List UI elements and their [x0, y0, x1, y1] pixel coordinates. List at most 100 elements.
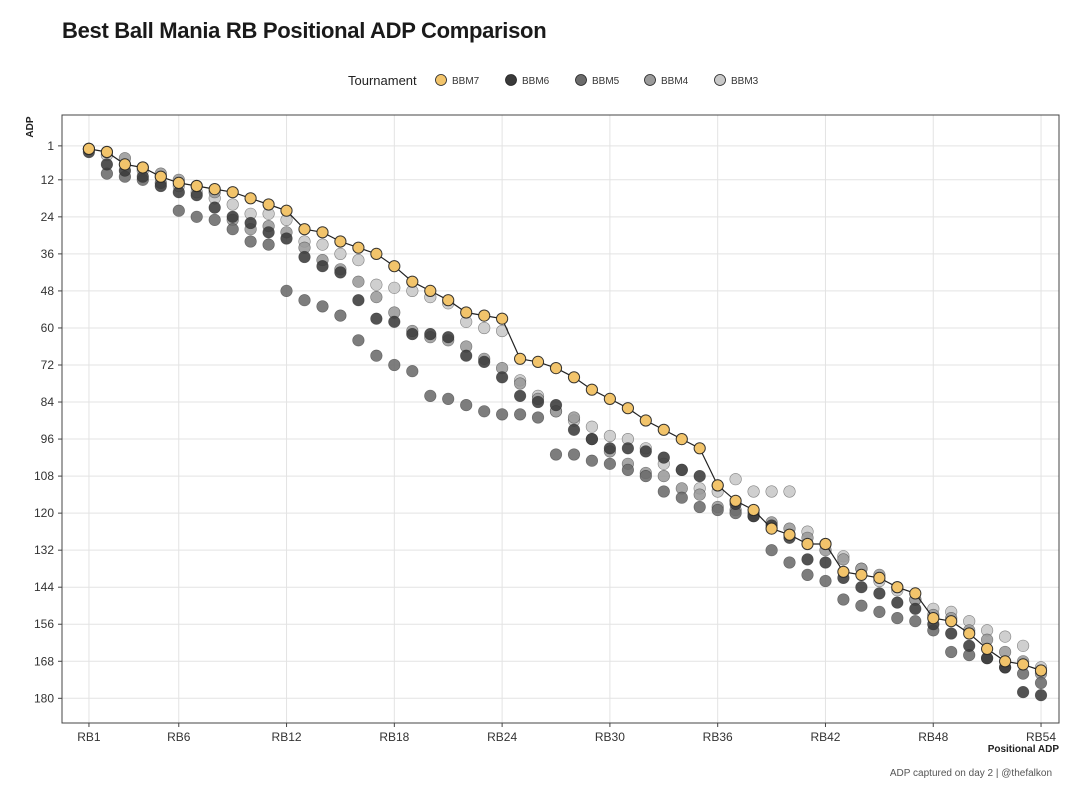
- data-point: [567, 448, 581, 461]
- data-point: [585, 420, 599, 433]
- data-point: [316, 238, 329, 251]
- x-tick-label: RB36: [703, 730, 733, 744]
- data-point: [370, 312, 383, 325]
- x-tick-label: RB6: [167, 730, 191, 744]
- data-point: [711, 503, 724, 517]
- data-point: [837, 553, 850, 566]
- data-point: [334, 309, 347, 322]
- data-point: [316, 300, 329, 313]
- y-tick-label: 96: [41, 432, 55, 446]
- data-point: [513, 389, 527, 403]
- data-point: [603, 392, 617, 405]
- data-point: [855, 599, 868, 612]
- data-point: [927, 612, 940, 625]
- data-point: [531, 411, 545, 424]
- data-point: [783, 556, 796, 569]
- data-point: [639, 414, 652, 427]
- data-point: [478, 321, 491, 335]
- data-point: [1034, 689, 1048, 702]
- data-point: [1017, 658, 1030, 671]
- data-point: [406, 275, 419, 288]
- data-point: [513, 377, 527, 390]
- data-point: [514, 352, 527, 365]
- data-point: [603, 457, 617, 470]
- data-point: [621, 402, 635, 415]
- data-point: [567, 371, 581, 384]
- data-point: [657, 451, 670, 464]
- y-tick-label: 36: [41, 247, 55, 261]
- data-point: [370, 291, 383, 304]
- data-point: [693, 500, 706, 514]
- data-point: [370, 349, 383, 362]
- data-point: [819, 556, 832, 569]
- data-point: [226, 186, 239, 199]
- data-point: [1016, 639, 1030, 652]
- data-point: [675, 463, 688, 477]
- series-layer: [82, 142, 1048, 702]
- data-point: [208, 201, 221, 214]
- data-point: [657, 485, 670, 498]
- data-point: [621, 442, 635, 455]
- data-point: [963, 639, 976, 652]
- data-point: [406, 328, 419, 341]
- data-point: [765, 522, 778, 535]
- x-tick-label: RB54: [1026, 730, 1056, 744]
- data-point: [100, 145, 114, 159]
- series-bbm6: [82, 145, 1048, 702]
- data-point: [783, 528, 796, 541]
- plot-border: [61, 114, 1060, 724]
- y-tick-label: 72: [41, 358, 55, 372]
- y-tick-label: 84: [41, 395, 55, 409]
- data-point: [891, 611, 904, 625]
- data-point: [460, 349, 473, 362]
- data-point: [388, 358, 401, 372]
- y-tick-label: 108: [34, 469, 54, 483]
- data-point: [118, 158, 132, 171]
- data-point: [657, 423, 670, 436]
- data-point: [855, 568, 868, 582]
- data-point: [603, 442, 617, 455]
- data-point: [262, 198, 275, 211]
- legend-swatch-bbm4: [644, 74, 656, 86]
- data-point: [496, 408, 509, 421]
- x-axis-title: Positional ADP: [988, 744, 1060, 755]
- data-point: [945, 615, 958, 628]
- data-point: [244, 216, 257, 230]
- legend-swatch-bbm3: [714, 74, 726, 86]
- x-tick-label: RB24: [487, 730, 517, 744]
- data-point: [549, 362, 563, 375]
- data-point: [316, 260, 329, 273]
- data-point: [298, 250, 311, 264]
- data-point: [693, 442, 706, 455]
- data-point: [334, 266, 347, 279]
- data-point: [801, 553, 814, 566]
- data-point: [567, 423, 581, 436]
- legend-swatch-bbm5: [575, 74, 587, 86]
- y-tick-label: 24: [41, 210, 55, 224]
- data-point: [801, 537, 814, 551]
- data-point: [370, 278, 383, 291]
- data-point: [370, 247, 383, 260]
- data-point: [909, 587, 922, 600]
- data-point: [478, 405, 491, 418]
- y-tick-label: 132: [34, 543, 54, 557]
- legend: Tournament BBM7 BBM6 BBM5 BBM4 BBM3: [348, 73, 759, 88]
- data-point: [352, 294, 365, 307]
- data-point: [765, 485, 778, 498]
- y-tick-label: 12: [41, 173, 55, 187]
- data-point: [513, 408, 527, 421]
- legend-label-bbm4: BBM4: [661, 76, 689, 87]
- y-tick-label: 144: [34, 580, 54, 594]
- data-point: [873, 587, 886, 600]
- x-axis: RB1 RB6 RB12 RB18 RB24 RB30 RB36 RB42 RB48 RB54: [77, 723, 1056, 744]
- data-point: [801, 568, 814, 582]
- data-point: [891, 596, 904, 609]
- data-point: [388, 281, 401, 294]
- x-tick-label: RB48: [918, 730, 948, 744]
- data-point: [262, 226, 275, 239]
- data-point: [316, 226, 329, 239]
- data-point: [100, 158, 113, 171]
- data-point: [442, 392, 455, 406]
- data-point: [442, 331, 455, 344]
- data-point: [460, 399, 473, 412]
